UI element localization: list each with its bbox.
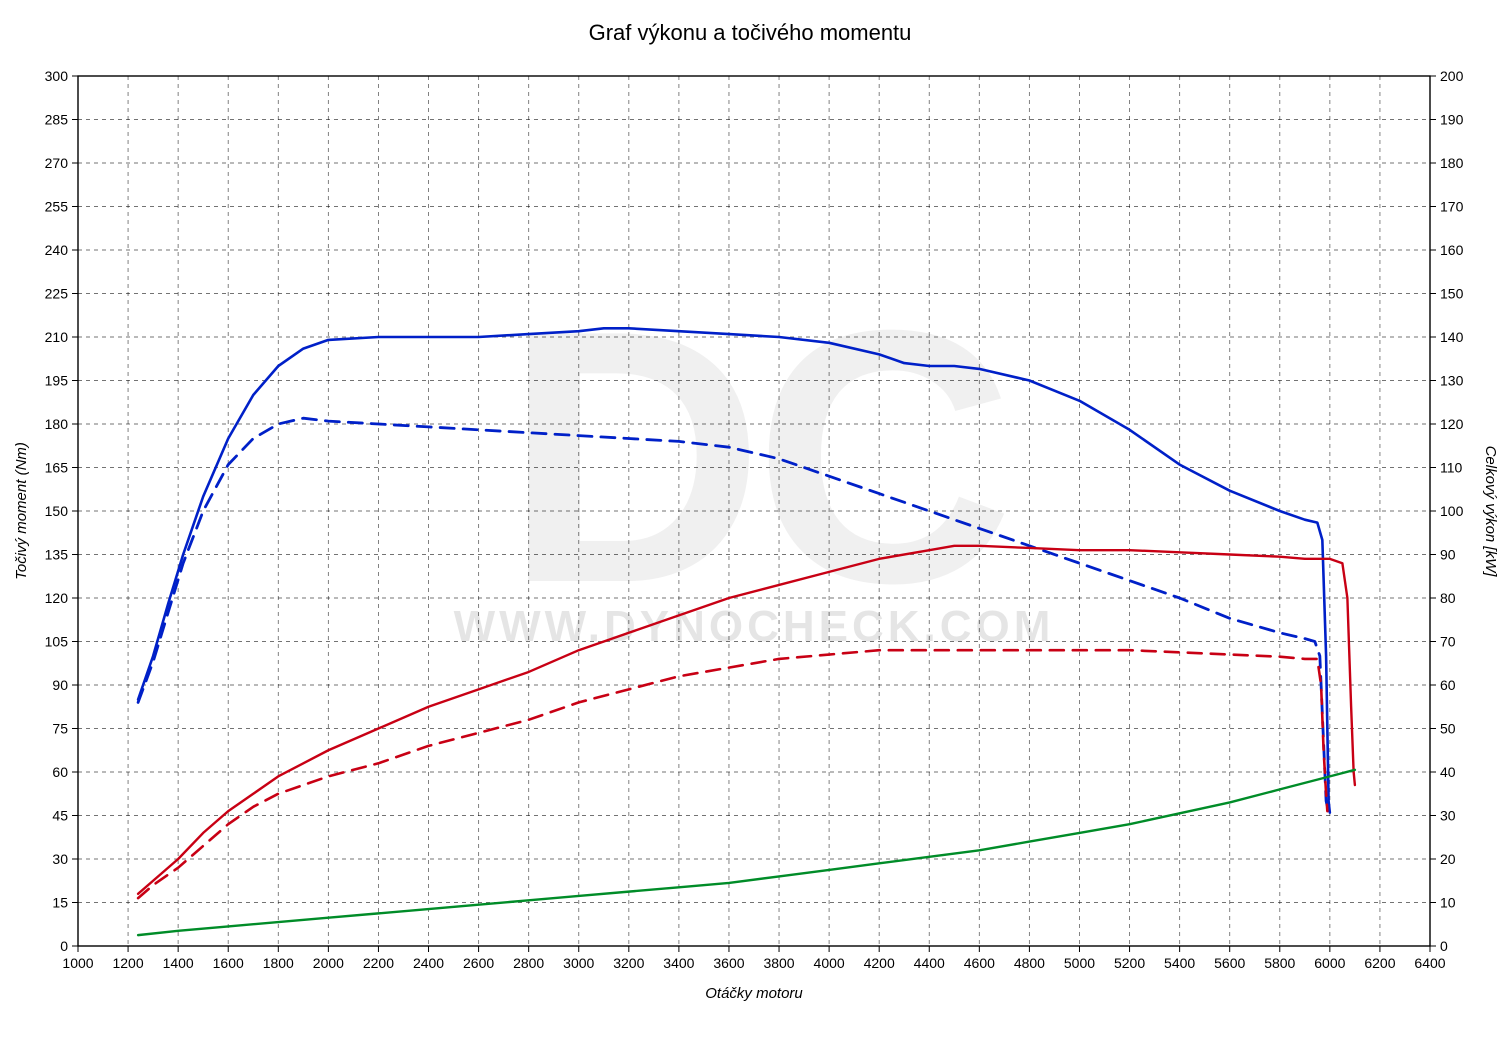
svg-text:30: 30 [1440,808,1456,824]
svg-text:150: 150 [45,503,69,519]
svg-text:1600: 1600 [213,955,244,971]
svg-text:3800: 3800 [763,955,794,971]
svg-text:5600: 5600 [1214,955,1245,971]
svg-text:WWW.DYNOCHECK.COM: WWW.DYNOCHECK.COM [454,602,1055,651]
svg-text:6400: 6400 [1414,955,1445,971]
svg-text:120: 120 [1440,416,1464,432]
svg-text:3400: 3400 [663,955,694,971]
svg-text:225: 225 [45,286,69,302]
svg-text:1200: 1200 [112,955,143,971]
svg-text:2600: 2600 [463,955,494,971]
svg-text:300: 300 [45,68,69,84]
svg-text:180: 180 [45,416,69,432]
svg-text:200: 200 [1440,68,1464,84]
svg-text:5400: 5400 [1164,955,1195,971]
svg-text:105: 105 [45,634,69,650]
svg-text:210: 210 [45,329,69,345]
svg-text:140: 140 [1440,329,1464,345]
svg-text:20: 20 [1440,851,1456,867]
svg-text:4200: 4200 [864,955,895,971]
svg-text:4000: 4000 [814,955,845,971]
svg-text:45: 45 [52,808,68,824]
svg-text:120: 120 [45,590,69,606]
svg-text:270: 270 [45,155,69,171]
svg-text:3000: 3000 [563,955,594,971]
svg-text:150: 150 [1440,286,1464,302]
svg-text:2200: 2200 [363,955,394,971]
svg-text:0: 0 [60,938,68,954]
svg-text:2400: 2400 [413,955,444,971]
svg-text:165: 165 [45,460,69,476]
svg-text:6200: 6200 [1364,955,1395,971]
svg-text:2800: 2800 [513,955,544,971]
svg-text:3600: 3600 [713,955,744,971]
svg-text:5800: 5800 [1264,955,1295,971]
svg-text:100: 100 [1440,503,1464,519]
y-left-axis-label: Točivý moment (Nm) [13,442,30,580]
svg-text:90: 90 [52,677,68,693]
svg-text:4400: 4400 [914,955,945,971]
svg-text:190: 190 [1440,112,1464,128]
chart-title: Graf výkonu a točivého momentu [0,20,1500,46]
dyno-chart: Graf výkonu a točivého momentu DCWWW.DYN… [0,0,1500,1041]
svg-text:6000: 6000 [1314,955,1345,971]
svg-text:60: 60 [1440,677,1456,693]
svg-text:30: 30 [52,851,68,867]
svg-text:80: 80 [1440,590,1456,606]
svg-text:75: 75 [52,721,68,737]
svg-text:255: 255 [45,199,69,215]
svg-text:160: 160 [1440,242,1464,258]
svg-text:4600: 4600 [964,955,995,971]
x-axis-label: Otáčky motoru [705,985,803,1002]
svg-text:5000: 5000 [1064,955,1095,971]
svg-text:240: 240 [45,242,69,258]
y-right-axis-label: Celkový výkon [kW] [1482,446,1499,578]
svg-text:1800: 1800 [263,955,294,971]
svg-text:40: 40 [1440,764,1456,780]
svg-text:285: 285 [45,112,69,128]
svg-text:0: 0 [1440,938,1448,954]
svg-text:10: 10 [1440,895,1456,911]
svg-text:1000: 1000 [62,955,93,971]
svg-text:60: 60 [52,764,68,780]
svg-text:90: 90 [1440,547,1456,563]
svg-text:1400: 1400 [163,955,194,971]
svg-text:135: 135 [45,547,69,563]
chart-canvas: DCWWW.DYNOCHECK.COM100012001400160018002… [0,0,1500,1041]
svg-text:180: 180 [1440,155,1464,171]
svg-text:3200: 3200 [613,955,644,971]
svg-text:4800: 4800 [1014,955,1045,971]
svg-text:110: 110 [1440,460,1463,476]
svg-text:70: 70 [1440,634,1456,650]
svg-text:195: 195 [45,373,69,389]
svg-text:DC: DC [504,256,1007,658]
svg-text:5200: 5200 [1114,955,1145,971]
svg-text:130: 130 [1440,373,1464,389]
svg-text:170: 170 [1440,199,1464,215]
svg-text:50: 50 [1440,721,1456,737]
svg-text:2000: 2000 [313,955,344,971]
svg-text:15: 15 [52,895,68,911]
